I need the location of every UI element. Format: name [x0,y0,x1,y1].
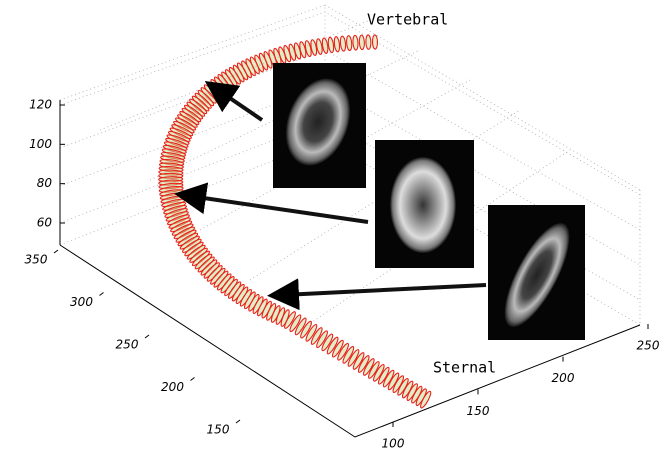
image-1 [273,63,366,188]
tick-label: 60 [37,216,53,230]
tick-label: 250 [637,339,660,353]
ring [357,355,370,373]
ring [368,361,380,379]
tick-label: 150 [207,423,230,437]
ring [373,363,385,382]
ring [289,314,302,333]
tick-label: 150 [467,404,490,418]
tick-label: 120 [29,98,52,112]
tick-label: 200 [552,371,575,385]
tick-mark [99,292,104,296]
tick-label: 80 [37,176,53,190]
tick-mark [235,419,241,424]
ring [377,366,390,385]
ring [346,35,353,52]
tick-mark [144,334,150,339]
tick-mark [190,377,195,381]
ring [321,333,334,352]
ring [305,323,318,342]
ring [326,336,339,355]
ring [420,390,432,409]
tick-label: 300 [70,295,93,309]
tick-label: 100 [29,137,52,151]
ring [333,36,341,53]
ring [382,369,395,388]
arrows [174,80,487,311]
ring [342,346,355,364]
tick-label: 350 [25,253,48,267]
ring [321,37,329,54]
ring [316,38,323,55]
image-2 [375,140,474,268]
tick-label: 250 [116,338,139,352]
ring [352,34,359,51]
label-sternal: Sternal [433,359,496,377]
ring [331,339,344,358]
ring [300,320,312,339]
ring [294,317,307,336]
tick-label: 200 [161,380,184,394]
ring [347,349,360,367]
image-3 [488,205,585,340]
ring [284,311,296,329]
ring [362,358,375,376]
tick-mark [53,249,59,254]
ring [316,330,328,349]
label-vertebral: Vertebral [367,11,448,29]
tick-label: 100 [382,437,405,451]
ring [310,327,323,345]
ring [352,352,365,370]
ring [358,34,365,51]
ring [339,35,347,52]
ring [371,34,379,50]
ring [365,34,372,50]
ring [310,39,318,56]
ring [327,36,335,54]
ring [337,342,350,361]
